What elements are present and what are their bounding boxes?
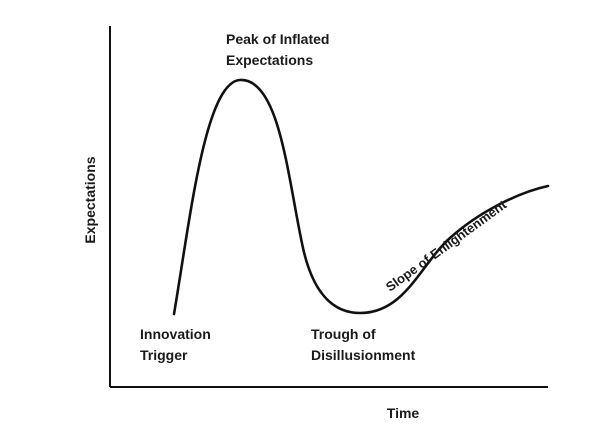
slope-label: Slope of Enlightenment [383,197,510,295]
peak-label-line-2: Expectations [226,52,313,68]
innovation-trigger-line-2: Trigger [140,347,188,363]
y-axis-label: Expectations [82,156,98,243]
innovation-trigger-label: Innovation Trigger [140,326,215,363]
hype-curve [172,78,550,316]
innovation-trigger-line-1: Innovation [140,326,211,342]
trough-label-line-2: Disillusionment [311,347,416,363]
peak-label: Peak of Inflated Expectations [226,31,333,68]
trough-label-line-1: Trough of [311,326,376,342]
x-axis-label: Time [387,405,420,421]
trough-label: Trough of Disillusionment [311,326,416,363]
peak-label-line-1: Peak of Inflated [226,31,329,47]
